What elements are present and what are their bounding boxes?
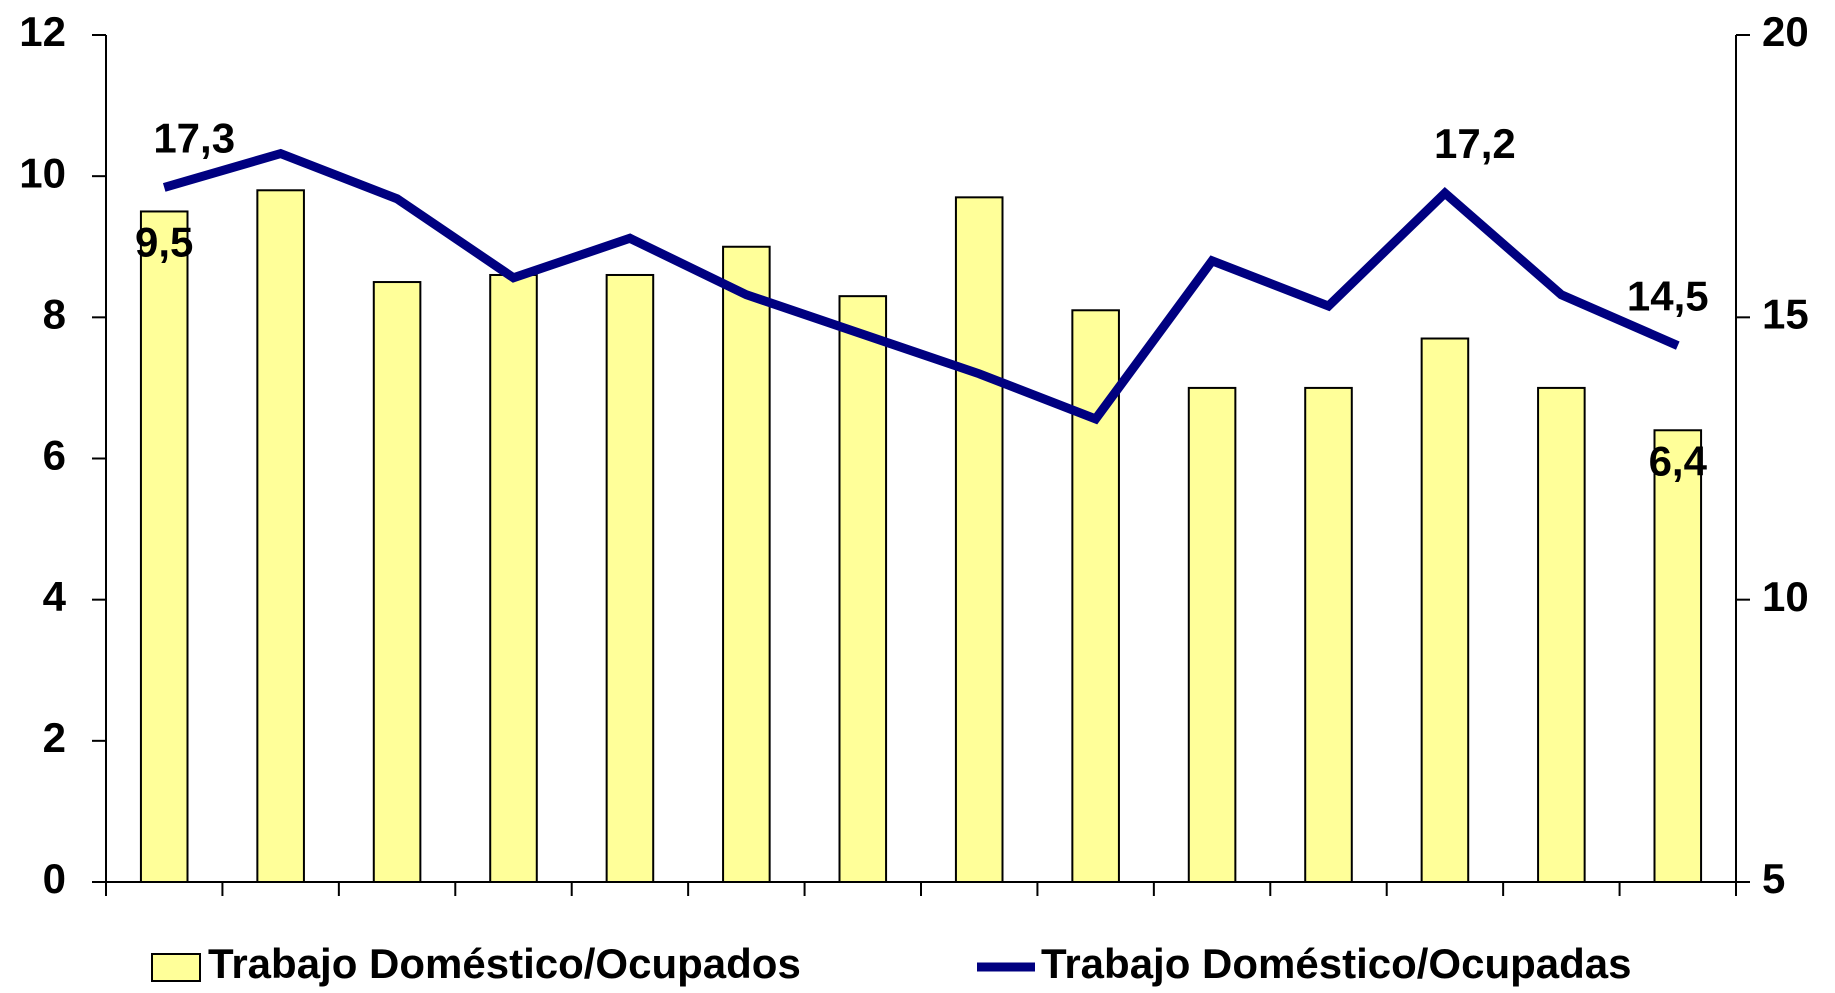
bar xyxy=(954,196,1004,883)
y2-tick-label: 20 xyxy=(1762,8,1809,55)
line xyxy=(162,148,1680,425)
bar xyxy=(1537,386,1586,883)
legend-label: Trabajo Doméstico/Ocupados xyxy=(208,940,801,987)
bar xyxy=(1653,429,1703,883)
bar xyxy=(722,245,771,883)
bar xyxy=(1187,386,1237,883)
bar xyxy=(256,189,305,884)
bar xyxy=(1420,337,1470,883)
bar-value-label: 9,5 xyxy=(135,219,193,266)
y2-tick-label: 10 xyxy=(1762,573,1809,620)
bar xyxy=(1304,386,1353,883)
y2-tick-label: 15 xyxy=(1762,290,1809,337)
line-value-label: 17,2 xyxy=(1434,120,1516,167)
y-tick-label: 8 xyxy=(43,290,66,337)
line-value-label: 14,5 xyxy=(1627,273,1709,320)
legend-swatch xyxy=(151,953,201,982)
y-tick-label: 4 xyxy=(43,573,67,620)
y-tick-label: 2 xyxy=(43,714,66,761)
y-tick-label: 0 xyxy=(43,855,66,902)
line-value-label: 17,3 xyxy=(153,115,235,162)
bar xyxy=(489,273,538,883)
y2-tick-label: 5 xyxy=(1762,855,1785,902)
y-tick-label: 6 xyxy=(43,432,66,479)
legend-label: Trabajo Doméstico/Ocupadas xyxy=(1041,940,1632,987)
bar xyxy=(838,295,888,883)
bar xyxy=(1071,309,1120,883)
bar xyxy=(372,281,422,883)
bar xyxy=(139,210,189,884)
y-tick-label: 10 xyxy=(19,149,66,196)
bar xyxy=(605,273,655,883)
bar-value-label: 6,4 xyxy=(1649,437,1708,484)
y-tick-label: 12 xyxy=(19,8,66,55)
